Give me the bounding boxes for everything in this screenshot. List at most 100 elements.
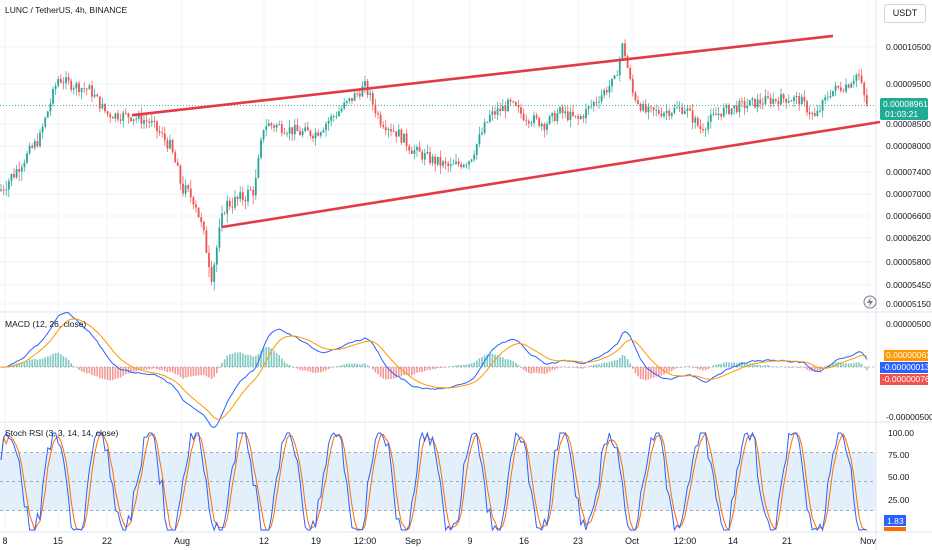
macd-histogram-bar [34,358,36,367]
macd-histogram-bar [408,367,410,376]
candle-body [410,150,413,154]
macd-histogram-bar [366,365,369,367]
macd-histogram-bar [621,354,624,367]
macd-histogram-bar [551,367,553,370]
macd-histogram-bar [593,364,595,367]
candle-body [314,132,317,139]
candle-body [54,85,57,90]
macd-histogram-bar [130,367,132,374]
candle-body [104,103,106,112]
candle-body [306,127,309,131]
candle-body [83,88,86,89]
macd-histogram-bar [564,366,566,367]
macd-histogram-bar [135,367,137,372]
macd-histogram-bar [704,367,707,371]
currency-button[interactable]: USDT [884,4,926,23]
rsi-tick: 25.00 [888,495,910,505]
macd-histogram-bar [647,367,650,380]
candle-body [93,94,96,97]
macd-histogram-bar [249,355,252,367]
macd-histogram-bar [525,367,527,372]
macd-histogram-bar [327,367,330,370]
macd-histogram-bar [372,367,374,370]
candle-body [262,129,265,140]
candle-body [57,79,60,86]
candle-body [228,200,231,207]
macd-histogram-bar [733,362,735,367]
candle-body [395,131,398,137]
candle-body [798,96,801,105]
trend-channel[interactable] [131,34,881,229]
macd-histogram-bar [104,367,106,380]
candle-body [351,98,353,101]
macd-histogram-bar [398,367,400,377]
candle-body [777,100,780,105]
candle-body [579,116,582,119]
macd-histogram-bar [343,364,345,367]
macd-histogram-bar [283,361,286,367]
candle-body [478,134,481,145]
lightning-icon[interactable] [863,295,877,309]
candle-body [507,99,509,112]
candle-body [709,114,712,122]
macd-histogram-bar [801,367,803,368]
macd-histogram-bar [80,367,83,372]
macd-histogram-bar [775,366,777,368]
macd-histogram-bar [473,362,475,367]
candle-body [0,189,2,191]
macd-histogram-bar [387,367,390,380]
price-tick: 0.00005150 [886,299,931,309]
candle-body [447,163,450,167]
candle-body [730,108,733,115]
macd-histogram-bar [117,367,119,379]
macd-histogram-bar [554,367,556,370]
candle-body [717,113,720,116]
candle-body [616,75,619,76]
candle-body [603,90,606,96]
macd-histogram-bar [307,367,309,371]
candle-body [806,101,808,113]
candle-body [226,200,229,214]
candle-body [353,93,356,101]
candle-body [20,167,23,172]
candle-body [863,82,866,96]
candle-body [78,83,80,93]
macd-histogram-bar [431,367,434,370]
candle-body [210,266,213,282]
macd-histogram-bar [73,365,75,367]
candle-body [468,161,470,165]
candle-body [241,192,244,200]
macd-histogram-bar [502,357,504,367]
candle-body [559,107,561,114]
candle-body [127,113,130,118]
candle-body [286,133,288,135]
channel-lower-line [221,120,881,229]
candle-body [236,196,239,200]
candle-body [283,132,286,134]
macd-histogram-bar [247,354,249,367]
macd-histogram-bar [860,363,863,367]
candle-body [850,83,853,88]
macd-histogram-bar [845,363,847,367]
candle-body [525,120,528,121]
macd-histogram-bar [478,358,481,367]
macd-histogram-bar [416,367,418,373]
macd-histogram-bar [507,359,509,367]
candle-body [582,116,585,119]
candle-body [163,133,166,141]
countdown-value: 01:03:21 [885,109,918,119]
macd-histogram-bar [580,367,582,369]
macd-histogram-bar [192,367,195,377]
macd-histogram-bar [494,354,496,367]
macd-histogram-bar [395,367,397,378]
candle-body [819,110,821,112]
macd-histogram-bar [31,359,33,367]
macd-histogram-bar [169,367,171,372]
candle-body [400,129,403,143]
candle-body [421,151,424,160]
candle-body [465,164,468,166]
candle-body [665,110,668,114]
macd-histogram-bar [364,363,366,367]
candle-body [650,106,652,108]
